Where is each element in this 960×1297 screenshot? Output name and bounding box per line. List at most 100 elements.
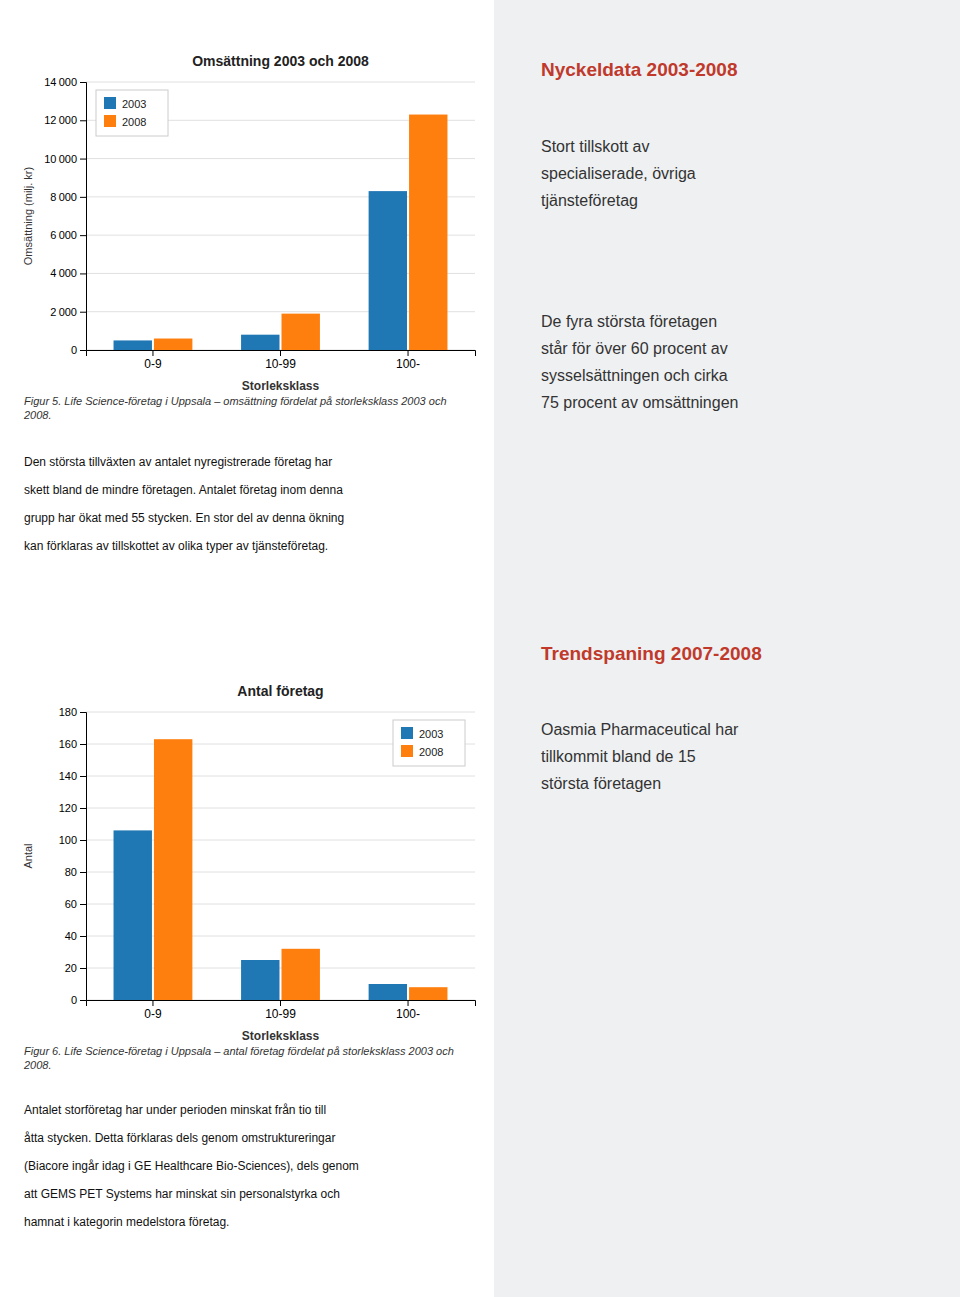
y-tick: 0 bbox=[71, 344, 86, 356]
sidebar-text-line: största företagen bbox=[541, 775, 661, 792]
bar bbox=[241, 335, 279, 350]
bar-series bbox=[154, 115, 447, 350]
y-tick-label: 180 bbox=[59, 706, 77, 718]
sidebar-background bbox=[494, 0, 960, 1297]
sidebar-text-line: Stort tillskott av bbox=[541, 138, 649, 155]
sidebar-text-line: tjänsteföretag bbox=[541, 192, 638, 209]
bar bbox=[409, 987, 447, 1000]
sidebar-text-line: De fyra största företagen bbox=[541, 313, 717, 330]
y-tick: 180 bbox=[59, 706, 86, 718]
x-tick-mark bbox=[408, 1000, 409, 1006]
y-tick-mark bbox=[80, 712, 86, 713]
body-text-line: Den största tillväxten av antalet nyregi… bbox=[24, 455, 332, 469]
y-axis-line bbox=[80, 83, 87, 351]
y-tick-mark bbox=[80, 350, 86, 351]
y-tick-label: 140 bbox=[59, 770, 77, 782]
y-tick-mark bbox=[80, 1000, 86, 1001]
x-axis-line bbox=[87, 351, 476, 357]
x-tick-mark bbox=[280, 350, 281, 356]
legend-item: 2003 bbox=[104, 97, 146, 110]
x-tick-mark bbox=[408, 350, 409, 356]
y-tick: 100 bbox=[59, 834, 86, 846]
legend-label: 2008 bbox=[419, 746, 443, 758]
x-tick-label: 0-9 bbox=[144, 1007, 162, 1021]
legend-item: 2008 bbox=[401, 745, 443, 758]
caption-line: 2008. bbox=[23, 1059, 52, 1071]
y-axis: 02 0004 0006 0008 00010 00012 00014 000 bbox=[44, 76, 86, 356]
legend: 2003 2008 bbox=[96, 90, 168, 136]
bar-series bbox=[154, 739, 447, 1000]
legend-frame bbox=[393, 720, 465, 766]
grid-line bbox=[86, 712, 475, 713]
x-tick-label: 10-99 bbox=[265, 357, 296, 371]
y-axis: 020406080100120140160180 bbox=[59, 706, 87, 1006]
bars bbox=[114, 115, 448, 350]
y-tick-label: 80 bbox=[65, 866, 77, 878]
y-tick: 40 bbox=[65, 930, 86, 942]
x-axis: 0-910-99100- bbox=[87, 350, 476, 371]
y-axis-line bbox=[80, 713, 87, 1001]
chart-title: Antal företag bbox=[237, 683, 323, 699]
bar bbox=[154, 339, 192, 350]
y-tick-label: 100 bbox=[59, 834, 77, 846]
y-tick-mark bbox=[80, 120, 86, 121]
y-tick-label: 2 000 bbox=[50, 306, 77, 318]
grid-line bbox=[86, 808, 475, 809]
y-axis-title: Omsättning (milj. kr) bbox=[22, 167, 34, 265]
legend-item: 2003 bbox=[401, 727, 443, 740]
y-tick: 60 bbox=[65, 898, 86, 910]
y-tick-mark bbox=[80, 312, 86, 313]
bar-series bbox=[114, 191, 407, 350]
x-axis-title: Storleksklass bbox=[242, 1029, 320, 1043]
y-tick-mark bbox=[80, 776, 86, 777]
bar bbox=[114, 340, 152, 350]
y-tick-label: 120 bbox=[59, 802, 77, 814]
x-tick: 100- bbox=[396, 1000, 420, 1021]
bar bbox=[154, 739, 192, 1000]
caption-line: 2008. bbox=[23, 409, 52, 421]
x-tick: 10-99 bbox=[265, 1000, 296, 1021]
legend-swatch bbox=[401, 727, 413, 739]
grid-line bbox=[86, 776, 475, 777]
y-tick-mark bbox=[80, 273, 86, 274]
x-tick: 100- bbox=[396, 350, 420, 371]
body-text-line: hamnat i kategorin medelstora företag. bbox=[24, 1215, 229, 1229]
y-tick-mark bbox=[80, 82, 86, 83]
left-panel-background bbox=[0, 0, 494, 1297]
legend-frame bbox=[96, 90, 168, 136]
bar bbox=[369, 191, 407, 350]
sidebar-text-line: Oasmia Pharmaceutical har bbox=[541, 721, 739, 738]
legend-swatch bbox=[401, 745, 413, 757]
chart: 02 0004 0006 0008 00010 00012 00014 0000… bbox=[22, 53, 476, 393]
y-tick-mark bbox=[80, 904, 86, 905]
legend-label: 2008 bbox=[122, 116, 146, 128]
y-tick: 4 000 bbox=[50, 267, 86, 279]
body-text-line: Antalet storföretag har under perioden m… bbox=[24, 1103, 326, 1117]
legend-item: 2008 bbox=[104, 115, 146, 128]
y-tick-mark bbox=[80, 936, 86, 937]
chart: 0204060801001201401601800-910-99100-Anta… bbox=[22, 683, 476, 1043]
y-tick-label: 4 000 bbox=[50, 267, 77, 279]
legend-swatch bbox=[104, 97, 116, 109]
y-tick: 6 000 bbox=[50, 229, 86, 241]
legend: 2003 2008 bbox=[393, 720, 465, 766]
x-tick-mark bbox=[280, 1000, 281, 1006]
figure-caption: Figur 6. Life Science-företag i Uppsala … bbox=[23, 1045, 454, 1071]
body-text-line: kan förklaras av tillskottet av olika ty… bbox=[24, 539, 328, 553]
bar bbox=[282, 314, 320, 350]
y-tick: 120 bbox=[59, 802, 86, 814]
y-tick-label: 20 bbox=[65, 962, 77, 974]
body-text-line: att GEMS PET Systems har minskat sin per… bbox=[24, 1187, 340, 1201]
y-tick-mark bbox=[80, 840, 86, 841]
chart-title: Omsättning 2003 och 2008 bbox=[192, 53, 369, 69]
body-text-line: (Biacore ingår idag i GE Healthcare Bio-… bbox=[24, 1159, 359, 1173]
grid-line bbox=[86, 82, 475, 83]
y-tick-label: 10 000 bbox=[44, 153, 77, 165]
bar bbox=[114, 830, 152, 1000]
x-tick-mark bbox=[152, 350, 153, 356]
bars bbox=[114, 739, 448, 1000]
caption-line: Figur 6. Life Science-företag i Uppsala … bbox=[24, 1045, 454, 1057]
x-tick: 10-99 bbox=[265, 350, 296, 371]
caption-line: Figur 5. Life Science-företag i Uppsala … bbox=[24, 395, 447, 407]
y-tick-label: 60 bbox=[65, 898, 77, 910]
